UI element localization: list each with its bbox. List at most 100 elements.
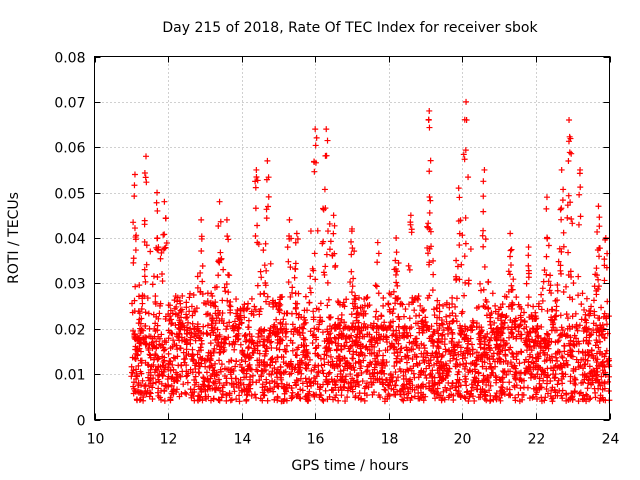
data-point: [163, 339, 170, 346]
data-point: [408, 229, 415, 236]
data-point: [507, 344, 514, 351]
data-point: [375, 358, 382, 365]
data-point: [143, 340, 150, 347]
data-point: [335, 397, 342, 404]
data-point: [575, 398, 582, 405]
data-point: [486, 356, 493, 363]
data-point: [583, 334, 590, 341]
data-point: [131, 171, 138, 178]
data-point: [586, 337, 593, 344]
data-point: [440, 302, 447, 309]
data-point: [594, 339, 601, 346]
data-point: [190, 357, 197, 364]
data-point: [497, 397, 504, 404]
data-point: [486, 318, 493, 325]
data-point: [447, 385, 454, 392]
data-point: [266, 371, 273, 378]
data-point: [436, 325, 443, 332]
data-point: [340, 325, 347, 332]
data-point: [596, 245, 603, 252]
data-point: [461, 292, 468, 299]
data-point: [453, 275, 460, 282]
data-point: [435, 330, 442, 337]
data-point: [322, 152, 329, 159]
data-point: [462, 363, 469, 370]
data-point: [348, 383, 355, 390]
data-point: [210, 348, 217, 355]
data-point: [372, 282, 379, 289]
data-point: [469, 384, 476, 391]
data-point: [332, 384, 339, 391]
data-point: [566, 117, 573, 124]
data-point: [290, 331, 297, 338]
data-point: [575, 221, 582, 228]
data-point: [595, 276, 602, 283]
data-point: [345, 324, 352, 331]
data-point: [509, 329, 516, 336]
data-point: [154, 189, 161, 196]
data-point: [521, 325, 528, 332]
data-point: [331, 222, 338, 229]
data-point: [361, 352, 368, 359]
y-tick-label: 0.04: [54, 232, 85, 248]
data-point: [226, 390, 233, 397]
data-point: [571, 380, 578, 387]
data-point: [513, 294, 520, 301]
data-point: [316, 394, 323, 401]
data-point: [324, 381, 331, 388]
data-point: [535, 353, 542, 360]
data-point: [344, 394, 351, 401]
data-point: [558, 363, 565, 370]
data-point: [599, 367, 606, 374]
data-point: [592, 355, 599, 362]
data-point: [561, 348, 568, 355]
data-point: [230, 338, 237, 345]
data-point: [463, 347, 470, 354]
data-point: [173, 303, 180, 310]
data-point: [205, 349, 212, 356]
data-point: [310, 314, 317, 321]
data-point: [423, 322, 430, 329]
data-point: [577, 184, 584, 191]
data-point: [349, 283, 356, 290]
data-point: [481, 304, 488, 311]
data-point: [252, 306, 259, 313]
data-point: [381, 319, 388, 326]
data-point: [185, 319, 192, 326]
data-point: [177, 345, 184, 352]
data-point: [223, 216, 230, 223]
data-point: [445, 368, 452, 375]
data-point: [189, 312, 196, 319]
data-point: [576, 191, 583, 198]
data-point: [154, 389, 161, 396]
x-tick-label: 14: [234, 432, 252, 448]
data-point: [334, 373, 341, 380]
data-point: [552, 350, 559, 357]
data-point: [341, 378, 348, 385]
data-point: [134, 351, 141, 358]
data-point: [320, 370, 327, 377]
data-point: [493, 377, 500, 384]
data-point: [135, 362, 142, 369]
data-point: [441, 341, 448, 348]
data-point: [294, 391, 301, 398]
data-point: [516, 360, 523, 367]
data-point: [576, 390, 583, 397]
data-point: [591, 312, 598, 319]
data-point: [508, 282, 515, 289]
data-point: [575, 292, 582, 299]
data-point: [247, 373, 254, 380]
data-point: [253, 379, 260, 386]
data-point: [510, 353, 517, 360]
data-point: [328, 387, 335, 394]
data-point: [156, 310, 163, 317]
data-point: [380, 302, 387, 309]
data-point: [387, 324, 394, 331]
data-point: [406, 266, 413, 273]
data-point: [347, 371, 354, 378]
data-point: [145, 369, 152, 376]
data-point: [321, 338, 328, 345]
data-point: [175, 310, 182, 317]
data-point: [209, 324, 216, 331]
data-point: [401, 323, 408, 330]
